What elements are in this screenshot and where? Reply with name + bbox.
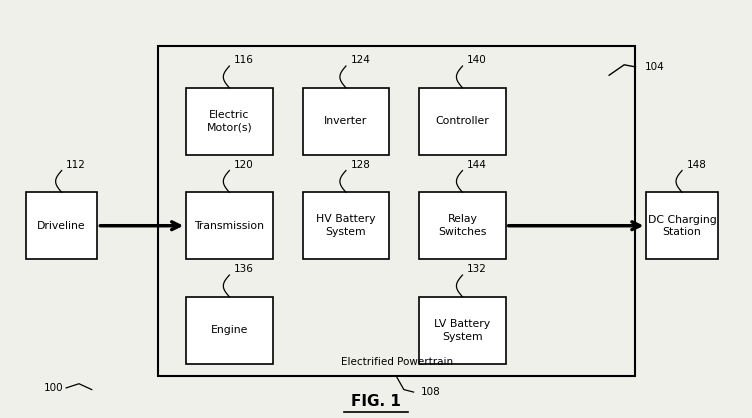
Text: Engine: Engine [211,325,248,335]
Bar [420,88,505,155]
Bar [186,88,273,155]
Bar [302,88,390,155]
Bar [158,46,635,376]
Text: 148: 148 [687,160,706,170]
Text: Inverter: Inverter [324,116,368,126]
Bar [420,192,505,259]
Text: 136: 136 [234,264,253,274]
Text: Driveline: Driveline [38,221,86,231]
Text: Electrified Powertrain: Electrified Powertrain [341,357,453,367]
Bar [420,297,505,364]
Bar [302,192,390,259]
Text: Controller: Controller [435,116,490,126]
Text: 144: 144 [467,160,487,170]
Text: Electric
Motor(s): Electric Motor(s) [207,110,252,133]
Text: DC Charging
Station: DC Charging Station [647,215,717,237]
Text: HV Battery
System: HV Battery System [316,214,376,237]
Text: 116: 116 [234,55,253,65]
Text: LV Battery
System: LV Battery System [435,319,490,342]
Text: 140: 140 [467,55,487,65]
Text: 108: 108 [421,387,441,397]
Text: FIG. 1: FIG. 1 [351,394,401,409]
Bar [186,192,273,259]
Text: 120: 120 [234,160,253,170]
Text: 104: 104 [644,62,664,72]
Text: 100: 100 [44,383,63,393]
Text: Relay
Switches: Relay Switches [438,214,487,237]
Bar [647,192,717,259]
Text: Transmission: Transmission [194,221,265,231]
Text: 132: 132 [467,264,487,274]
Text: 112: 112 [66,160,86,170]
Bar [26,192,98,259]
Text: 124: 124 [350,55,370,65]
Bar [186,297,273,364]
Text: 128: 128 [350,160,370,170]
